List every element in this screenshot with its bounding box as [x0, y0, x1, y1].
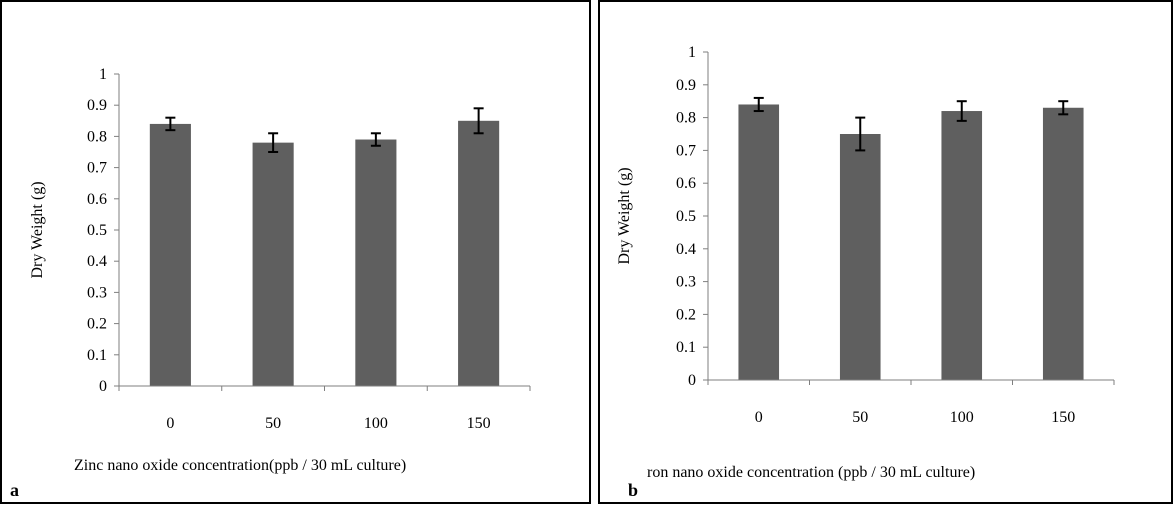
bar: [1042, 107, 1084, 380]
y-tick-label: 0.8: [87, 128, 107, 145]
bar: [941, 111, 983, 380]
y-tick-label: 1: [688, 44, 696, 61]
x-tick-label: 150: [467, 415, 491, 432]
y-tick-label: 0.7: [87, 160, 107, 177]
panel-letter: a: [10, 480, 19, 500]
x-tick-label: 0: [166, 415, 174, 432]
y-tick-label: 0.2: [87, 316, 107, 333]
error-bars-group: [753, 96, 1069, 152]
y-tick-label: 0: [99, 378, 107, 395]
y-tick-label: 0.8: [676, 110, 696, 127]
y-axis-title: Dry Weight (g): [616, 167, 633, 264]
y-tick-label: 1: [99, 66, 107, 83]
x-tick-label: 50: [265, 415, 281, 432]
bar: [839, 134, 881, 380]
chart-panel-a: 0 0.1 0.2 0.3 0.4 0.5 0.6 0.7 0.8 0.9 1 0 50 100 150 …: [0, 0, 591, 504]
x-axis-title: ron nano oxide concentration (ppb / 30 m…: [647, 464, 975, 481]
y-tick-label: 0.3: [676, 274, 696, 291]
bar: [355, 139, 397, 386]
x-ticks-group: 0 50 100 150: [118, 386, 531, 432]
y-axis-title: Dry Weight (g): [29, 181, 46, 278]
y-tick-label: 0: [688, 372, 696, 389]
y-tick-label: 0.1: [676, 339, 696, 356]
chart-b-svg: 00.10.20.30.40.50.60.70.80.91 0 50 100 150 …: [616, 44, 1115, 500]
x-tick-label: 0: [755, 409, 763, 426]
y-ticks-group: 0 0.1 0.2 0.3 0.4 0.5 0.6 0.7 0.8 0.9 1: [676, 44, 708, 389]
chart-panel-b: 0 0.1 0.2 0.3 0.4 0.5 0.6 0.7 0.8 0.9 1 0 50 100 150 …: [598, 0, 1173, 504]
x-axis-title: Zinc nano oxide concentration(ppb / 30 m…: [74, 457, 406, 474]
y-tick-label: 0.5: [87, 222, 107, 239]
x-tick-label: 100: [950, 409, 974, 426]
bar: [252, 142, 294, 386]
panel-letter: b: [628, 480, 638, 500]
bar: [458, 120, 500, 387]
y-tick-label: 0.9: [676, 77, 696, 94]
y-tick-label: 0.3: [87, 284, 107, 301]
x-tick-label: 100: [364, 415, 388, 432]
x-ticks-group: 0 50 100 150: [707, 380, 1115, 426]
y-tick-label: 0.2: [676, 306, 696, 323]
bars-group: [149, 120, 500, 387]
y-ticks-group: 0 0.1 0.2 0.3 0.4 0.5 0.6 0.7 0.8 0.9 1: [87, 66, 119, 395]
y-tick-label: 0.1: [87, 347, 107, 364]
y-tick-label: 0.4: [676, 241, 696, 258]
bar: [738, 104, 780, 380]
bars-group: [738, 104, 1084, 380]
y-tick-label: 0.5: [676, 208, 696, 225]
bar: [149, 123, 191, 387]
y-tick-label: 0.9: [87, 97, 107, 114]
chart-a-svg: 00.10.20.30.40.50.60.70.80.91 0 50 100 150 …: [10, 66, 531, 500]
error-bars-group: [165, 107, 484, 153]
y-tick-label: 0.7: [676, 142, 696, 159]
x-tick-label: 150: [1051, 409, 1075, 426]
y-tick-label: 0.4: [87, 253, 107, 270]
x-tick-label: 50: [852, 409, 868, 426]
y-tick-label: 0.6: [87, 191, 107, 208]
y-tick-label: 0.6: [676, 175, 696, 192]
